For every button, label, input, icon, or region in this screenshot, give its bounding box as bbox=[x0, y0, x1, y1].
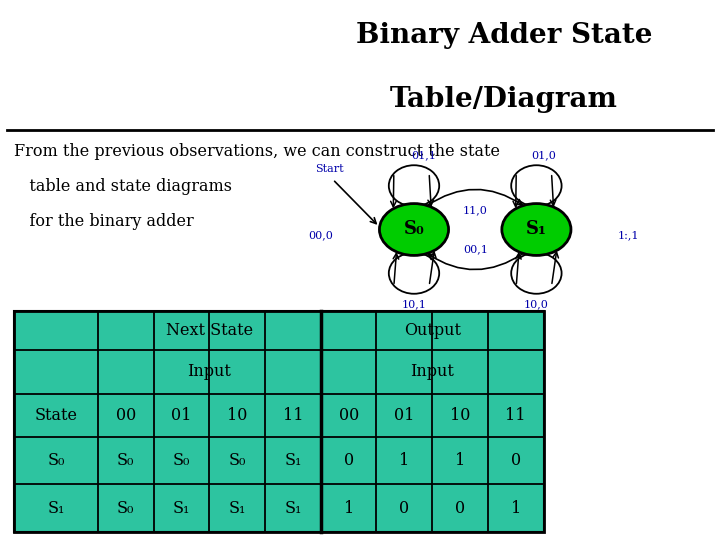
Text: for the binary adder: for the binary adder bbox=[14, 213, 194, 230]
Text: 00: 00 bbox=[338, 407, 359, 424]
Text: S₁: S₁ bbox=[48, 500, 65, 517]
Text: 10,1: 10,1 bbox=[402, 299, 426, 309]
Text: Input: Input bbox=[187, 363, 231, 380]
Text: S₁: S₁ bbox=[284, 452, 302, 469]
Text: 0: 0 bbox=[510, 452, 521, 469]
Text: S₀: S₀ bbox=[117, 500, 135, 517]
Text: S₁: S₁ bbox=[228, 500, 246, 517]
Text: 10: 10 bbox=[227, 407, 248, 424]
Text: 01: 01 bbox=[394, 407, 415, 424]
Text: 11: 11 bbox=[505, 407, 526, 424]
Text: table and state diagrams: table and state diagrams bbox=[14, 178, 233, 195]
Text: Start: Start bbox=[315, 164, 343, 174]
Text: S₁: S₁ bbox=[526, 220, 546, 239]
Text: 10: 10 bbox=[450, 407, 470, 424]
Text: 0: 0 bbox=[455, 500, 465, 517]
Text: 01: 01 bbox=[171, 407, 192, 424]
Circle shape bbox=[502, 204, 571, 255]
Text: S₀: S₀ bbox=[48, 452, 65, 469]
Text: State: State bbox=[35, 407, 78, 424]
Text: Table/Diagram: Table/Diagram bbox=[390, 86, 618, 113]
Text: S₀: S₀ bbox=[173, 452, 190, 469]
Text: 11: 11 bbox=[283, 407, 303, 424]
Text: S₁: S₁ bbox=[173, 500, 190, 517]
Text: Binary Adder State: Binary Adder State bbox=[356, 22, 652, 49]
Text: 00,1: 00,1 bbox=[463, 244, 487, 254]
Text: 1:,1: 1:,1 bbox=[618, 230, 639, 240]
Text: S₀: S₀ bbox=[228, 452, 246, 469]
Text: 1: 1 bbox=[399, 452, 410, 469]
Text: 1: 1 bbox=[455, 452, 465, 469]
Text: 1: 1 bbox=[343, 500, 354, 517]
Text: 11,0: 11,0 bbox=[463, 205, 487, 215]
Text: 0: 0 bbox=[343, 452, 354, 469]
Circle shape bbox=[379, 204, 449, 255]
Text: From the previous observations, we can construct the state: From the previous observations, we can c… bbox=[14, 143, 500, 160]
Text: 1: 1 bbox=[510, 500, 521, 517]
Text: Input: Input bbox=[410, 363, 454, 380]
Text: 00,0: 00,0 bbox=[307, 230, 333, 240]
FancyBboxPatch shape bbox=[14, 310, 544, 532]
Text: Output: Output bbox=[404, 322, 461, 339]
Text: 01,1: 01,1 bbox=[412, 150, 436, 160]
Text: S₁: S₁ bbox=[284, 500, 302, 517]
Text: 00: 00 bbox=[116, 407, 136, 424]
Text: 01,0: 01,0 bbox=[531, 150, 557, 160]
Text: S₀: S₀ bbox=[404, 220, 424, 239]
Text: Next State: Next State bbox=[166, 322, 253, 339]
Text: 0: 0 bbox=[400, 500, 410, 517]
Text: S₀: S₀ bbox=[117, 452, 135, 469]
Text: 10,0: 10,0 bbox=[524, 299, 549, 309]
